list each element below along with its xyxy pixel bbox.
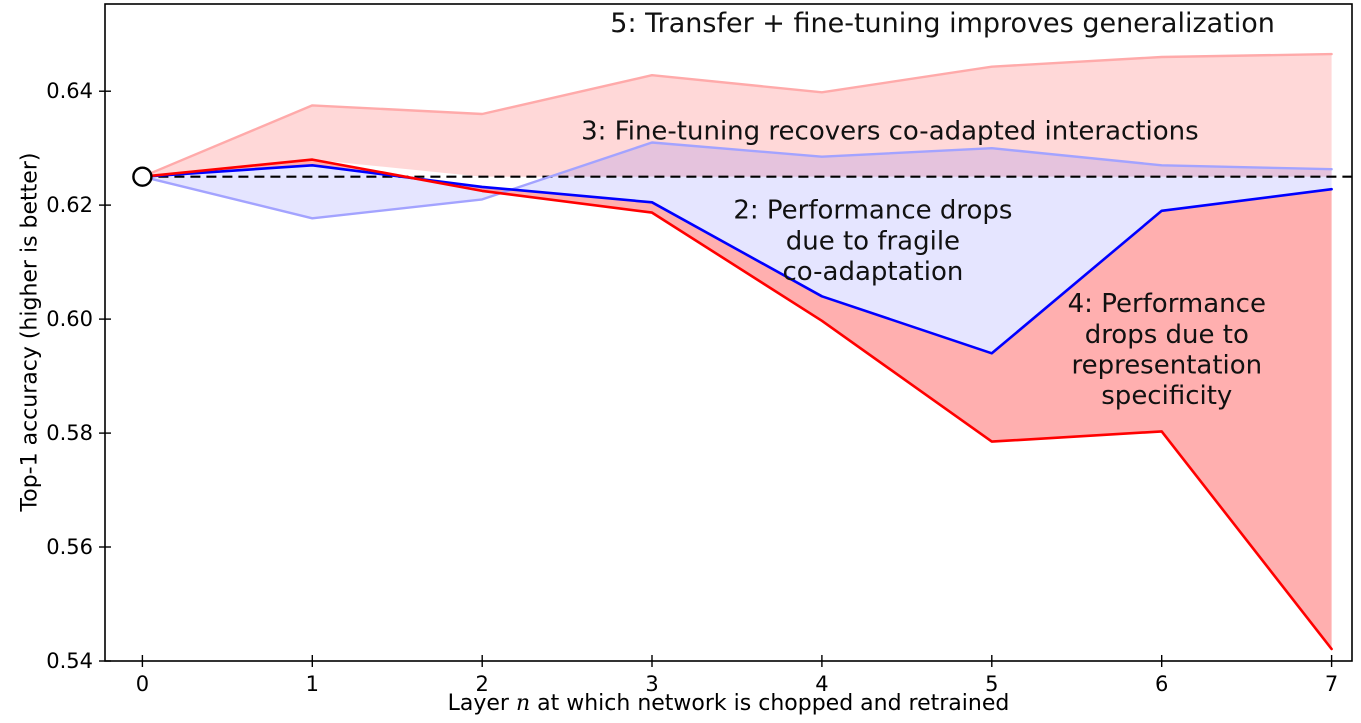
x-tick-label: 0 bbox=[136, 672, 149, 696]
x-tick-label: 7 bbox=[1325, 672, 1338, 696]
x-axis-label-variable: n bbox=[515, 691, 531, 716]
annotation-representation-specificity-note: 4: Performance drops due to representation… bbox=[1068, 289, 1266, 411]
x-axis-label: Layer n at which network is chopped and … bbox=[105, 691, 1352, 716]
y-tick-label: 0.60 bbox=[46, 307, 93, 331]
plot-frame bbox=[104, 3, 1353, 662]
x-tick-label: 1 bbox=[306, 672, 319, 696]
line-4-representation-specificity bbox=[141, 158, 1333, 651]
line-3-finetuning-recovery bbox=[141, 141, 1333, 220]
x-axis-label-pre: Layer bbox=[447, 691, 516, 716]
x-tick-label: 4 bbox=[815, 672, 828, 696]
x-tick-label: 5 bbox=[985, 672, 998, 696]
x-tick-label: 3 bbox=[645, 672, 658, 696]
line-5-transfer-finetuning bbox=[141, 52, 1333, 178]
x-tick-label: 6 bbox=[1155, 672, 1168, 696]
baseline-start-marker bbox=[132, 166, 153, 187]
y-tick-label: 0.58 bbox=[46, 421, 93, 445]
region-transfer-finetune-fill bbox=[142, 54, 1332, 177]
y-tick-label: 0.56 bbox=[46, 535, 93, 559]
region-representation-specificity-fill bbox=[142, 159, 1332, 649]
annotation-transfer-finetune-note: 5: Transfer + fine-tuning improves gener… bbox=[610, 8, 1275, 39]
y-tick-label: 0.54 bbox=[46, 649, 93, 673]
y-axis-label: Top-1 accuracy (higher is better) bbox=[17, 152, 43, 512]
plot-area bbox=[105, 4, 1352, 661]
x-axis-label-post: at which network is chopped and retraine… bbox=[530, 691, 1010, 716]
line-2-fragile-coadaptation bbox=[141, 164, 1333, 355]
y-tick-label: 0.64 bbox=[46, 79, 93, 103]
x-tick-label: 2 bbox=[476, 672, 489, 696]
annotation-fragile-coadaptation-note: 2: Performance drops due to fragile co-ada… bbox=[733, 196, 1012, 287]
y-tick-label: 0.62 bbox=[46, 193, 93, 217]
annotation-finetune-recovers-note: 3: Fine-tuning recovers co-adapted inter… bbox=[581, 116, 1199, 146]
